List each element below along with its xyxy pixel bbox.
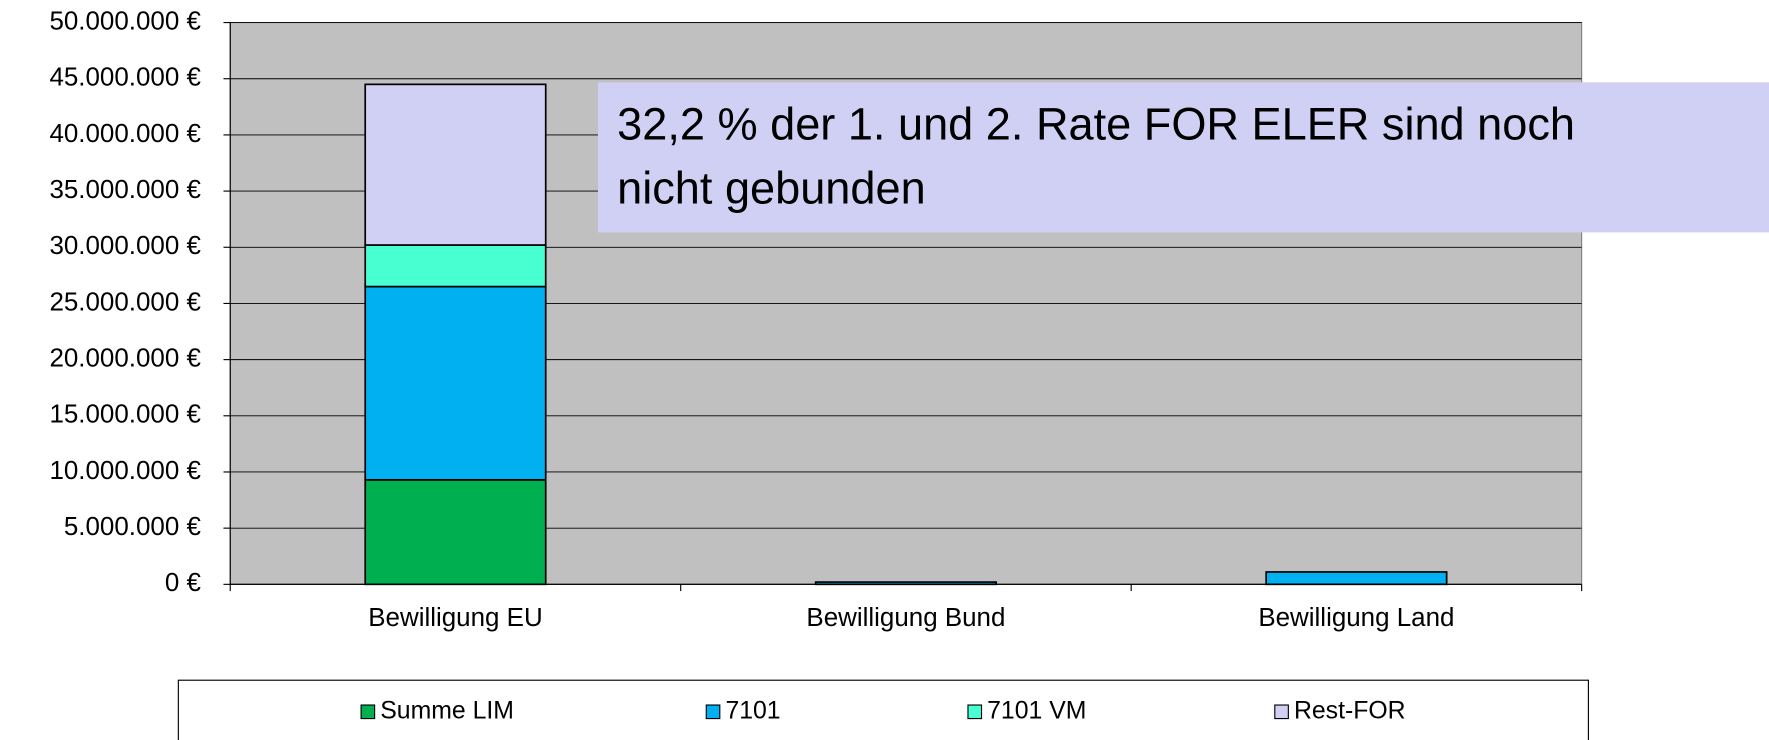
y-tick-label: 40.000.000 € <box>49 120 201 148</box>
y-tick-label: 15.000.000 € <box>49 401 201 429</box>
annotation-box <box>597 82 1769 233</box>
legend-label: 7101 VM <box>987 697 1086 724</box>
x-tick-label: Bewilligung EU <box>368 604 542 632</box>
y-tick-label: 25.000.000 € <box>49 288 201 316</box>
legend <box>177 679 1589 740</box>
legend-label: Summe LIM <box>380 697 514 724</box>
bar-segment <box>364 285 547 481</box>
legend-swatch <box>967 704 983 720</box>
bar-segment <box>1265 571 1448 586</box>
legend-label: Rest-FOR <box>1294 697 1406 724</box>
y-tick-label: 20.000.000 € <box>49 344 201 372</box>
legend-swatch <box>1274 704 1289 720</box>
y-tick-label: 45.000.000 € <box>49 64 201 92</box>
bar-segment <box>364 244 547 288</box>
legend-swatch <box>705 704 721 720</box>
legend-label: 7101 <box>725 697 780 724</box>
annotation: nicht gebunden <box>617 163 926 214</box>
legend-items: Summe LIM 7101 7101 VM Rest-FOR <box>360 697 1406 724</box>
y-tick-label: 5.000.000 € <box>64 513 202 541</box>
bars <box>364 83 1448 586</box>
y-tick-label: 30.000.000 € <box>49 232 201 260</box>
x-tick-label: Bewilligung Land <box>1258 604 1454 632</box>
y-tick-label: 35.000.000 € <box>49 176 201 204</box>
y-tick-label: 0 € <box>165 569 202 597</box>
y-tick-label: 10.000.000 € <box>49 457 201 485</box>
bar-segment <box>364 83 547 246</box>
x-tick-label: Bewilligung Bund <box>806 604 1005 632</box>
bar-segment <box>364 478 547 586</box>
y-tick-label: 50.000.000 € <box>49 7 201 35</box>
annotation: 32,2 % der 1. und 2. Rate FOR ELER sind … <box>617 98 1575 149</box>
legend-swatch <box>360 704 376 720</box>
